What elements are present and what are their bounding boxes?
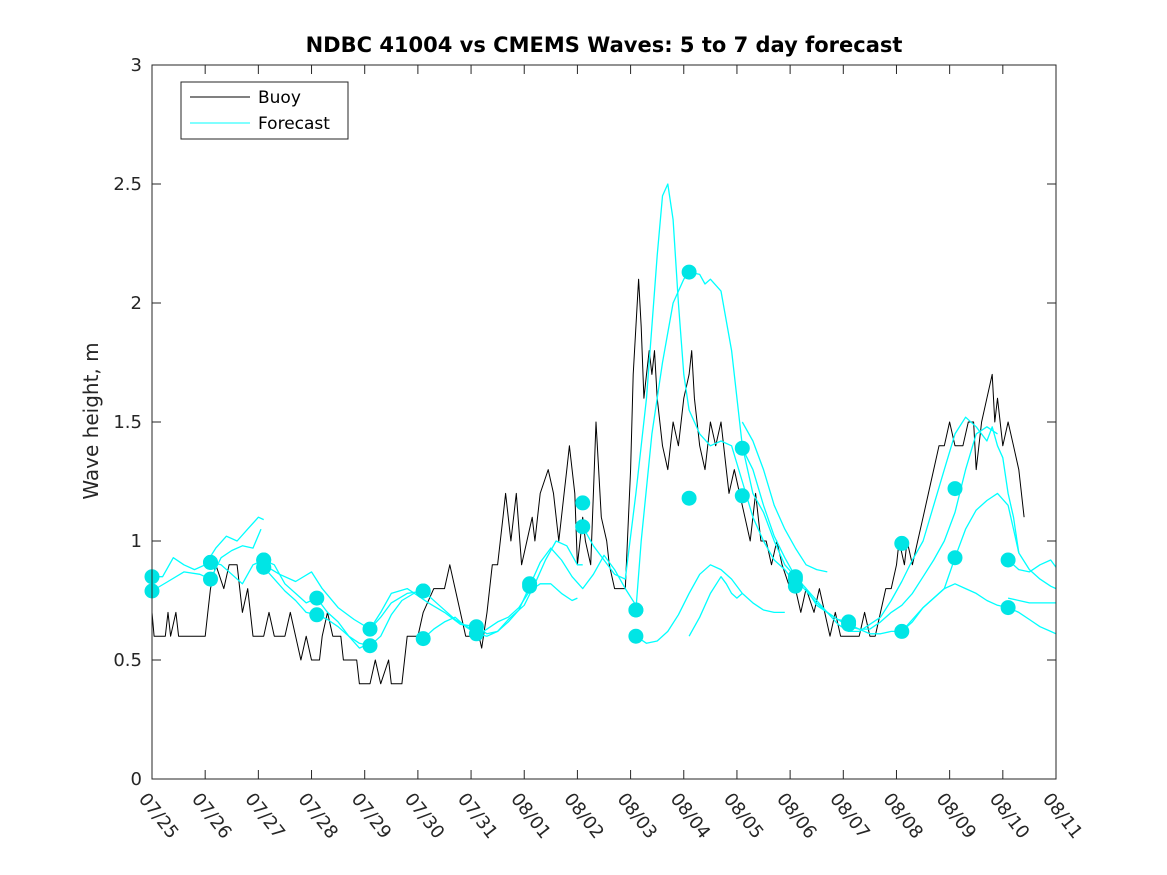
x-tick-label: 07/25 — [134, 789, 182, 843]
x-tick-label: 07/28 — [294, 789, 342, 843]
forecast-marker — [628, 602, 644, 618]
forecast-marker — [575, 519, 591, 535]
y-tick-label: 0 — [131, 769, 142, 790]
forecast-run-line — [741, 421, 828, 573]
x-tick-label: 08/02 — [559, 789, 607, 843]
y-tick-label: 3 — [131, 55, 142, 76]
forecast-run-line — [263, 564, 477, 630]
forecast-run-line — [688, 576, 743, 637]
x-tick-label: 07/31 — [453, 789, 501, 843]
y-axis-label: Wave height, m — [79, 342, 103, 499]
forecast-run-line — [151, 528, 262, 592]
forecast-marker — [256, 559, 272, 575]
forecast-run-line — [582, 183, 796, 585]
x-tick-label: 08/03 — [613, 789, 661, 843]
y-tick-label: 2 — [131, 293, 142, 314]
forecast-run-line — [210, 559, 371, 649]
forecast-run-line — [263, 566, 424, 647]
forecast-marker — [468, 626, 484, 642]
forecast-marker — [575, 495, 591, 511]
x-tick-label: 07/30 — [400, 789, 448, 843]
forecast-marker — [734, 488, 750, 504]
x-tick-label: 08/04 — [666, 789, 714, 843]
forecast-run-line — [848, 492, 1057, 635]
forecast-run-line — [1007, 597, 1056, 604]
series-layer — [144, 183, 1057, 685]
forecast-marker — [628, 628, 644, 644]
forecast-marker — [1000, 600, 1016, 616]
legend-label-buoy: Buoy — [258, 88, 301, 108]
legend-label-forecast: Forecast — [258, 114, 330, 134]
forecast-marker — [841, 616, 857, 632]
forecast-marker — [362, 621, 378, 637]
forecast-marker — [947, 481, 963, 497]
forecast-marker — [947, 550, 963, 566]
forecast-run-line — [635, 564, 785, 644]
forecast-marker — [203, 571, 218, 587]
forecast-marker — [894, 623, 910, 639]
chart-title: NDBC 41004 vs CMEMS Waves: 5 to 7 day fo… — [306, 33, 903, 57]
x-tick-label: 07/29 — [347, 789, 395, 843]
forecast-marker — [734, 440, 750, 456]
forecast-marker — [681, 490, 697, 506]
x-tick-label: 08/01 — [506, 789, 554, 843]
forecast-marker — [1000, 552, 1016, 568]
legend: Buoy Forecast — [180, 81, 349, 140]
x-tick-label: 08/08 — [879, 789, 927, 843]
x-tick-label: 08/10 — [985, 789, 1033, 843]
forecast-marker — [415, 631, 431, 647]
x-tick-label: 08/11 — [1038, 789, 1086, 843]
forecast-marker — [309, 607, 325, 623]
forecast-run-line — [1007, 559, 1057, 573]
y-tick-label: 1 — [131, 531, 142, 552]
x-tick-label: 08/06 — [772, 789, 820, 843]
y-tick-label: 2.5 — [113, 174, 142, 195]
forecast-run-line — [794, 426, 998, 630]
forecast-marker — [681, 264, 697, 280]
y-tick-label: 1.5 — [113, 412, 142, 433]
forecast-marker — [415, 583, 431, 599]
x-tick-label: 08/05 — [719, 789, 767, 843]
forecast-marker — [522, 578, 538, 594]
x-tick-label: 08/09 — [932, 789, 980, 843]
legend-box — [180, 81, 349, 140]
buoy-series-line — [151, 278, 1025, 685]
forecast-run-line — [369, 540, 583, 635]
forecast-marker — [362, 638, 378, 654]
x-tick-label: 07/26 — [187, 789, 235, 843]
plot-area — [152, 65, 1056, 779]
forecast-marker — [309, 590, 325, 606]
forecast-marker — [894, 535, 910, 551]
forecast-run-line — [901, 583, 1057, 635]
forecast-marker — [787, 571, 803, 587]
x-tick-label: 08/07 — [825, 789, 873, 843]
forecast-marker — [203, 554, 218, 570]
x-tick-label: 07/27 — [240, 789, 288, 843]
y-tick-label: 0.5 — [113, 650, 142, 671]
